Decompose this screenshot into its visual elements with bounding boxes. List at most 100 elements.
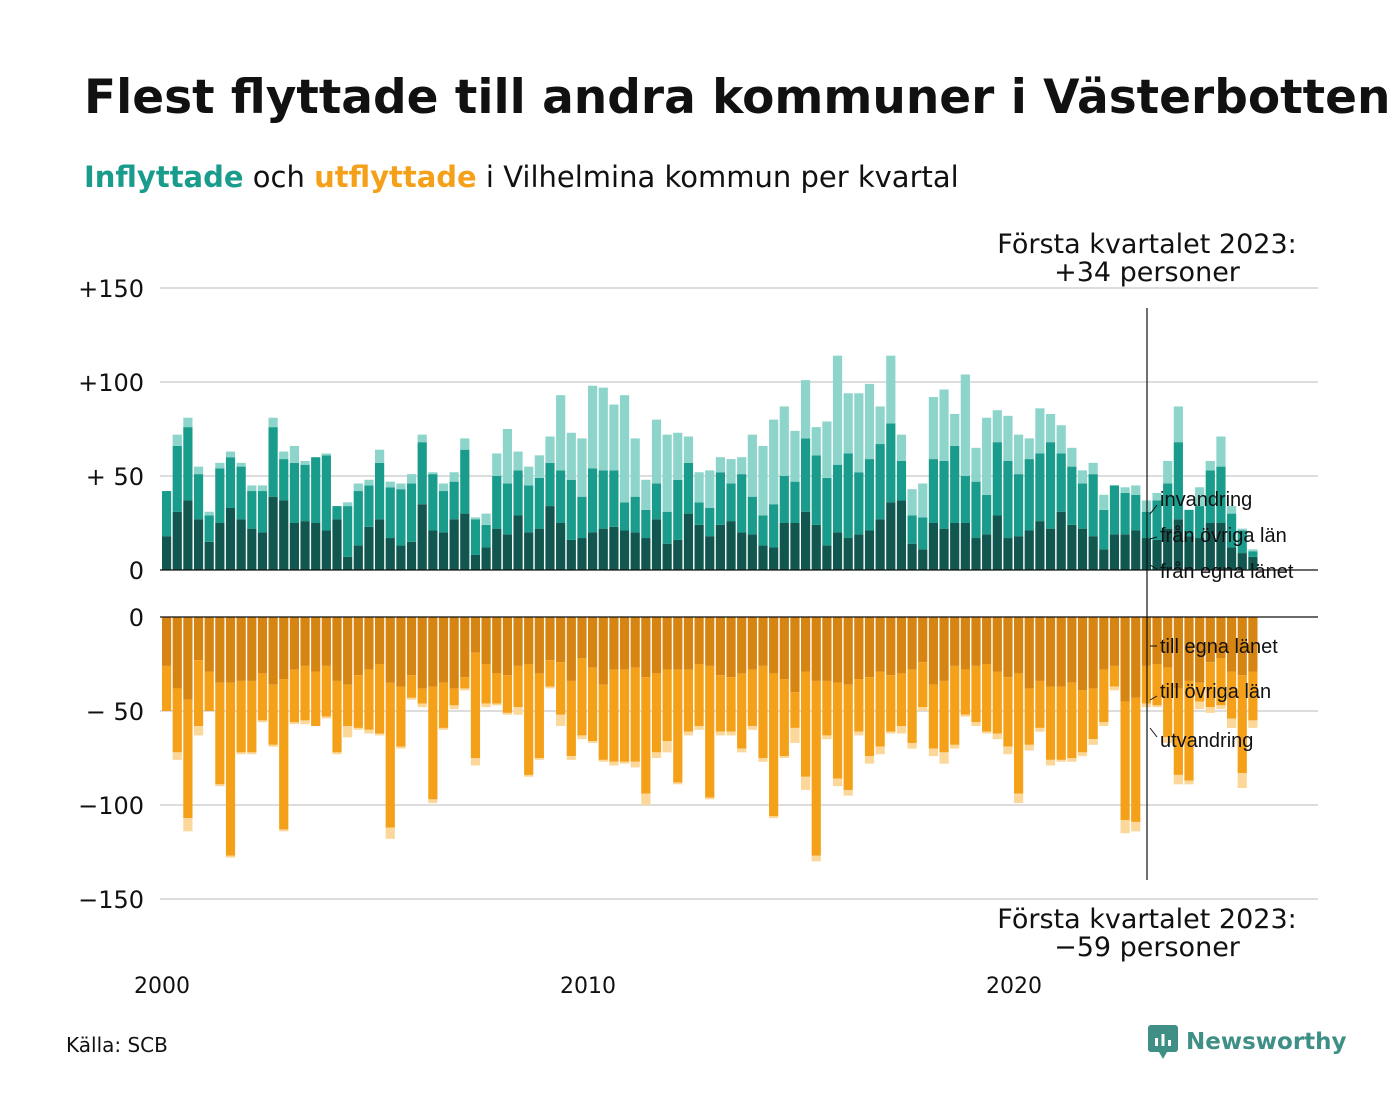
bar-fran-ovriga-lan — [875, 444, 885, 520]
label-leader — [1149, 564, 1158, 570]
bar-utvandring — [1152, 705, 1162, 708]
bar-till-ovriga-lan — [769, 673, 779, 817]
bar-invandring — [353, 483, 363, 492]
bar-utvandring — [673, 782, 683, 785]
bar-utvandring — [992, 733, 1002, 740]
x-tick-label: 2000 — [134, 974, 190, 999]
newsworthy-logo-text: Newsworthy — [1186, 1029, 1347, 1055]
bar-utvandring — [193, 726, 204, 736]
bar-till-egna-lanet — [960, 617, 970, 670]
bar-till-egna-lanet — [1173, 617, 1183, 689]
bar-till-egna-lanet — [854, 617, 864, 680]
bar-invandring — [1045, 413, 1056, 443]
bar-fran-egna-lanet — [183, 500, 193, 570]
bar-fran-egna-lanet — [332, 519, 342, 570]
subtitle-inflyttade: Inflyttade — [84, 160, 244, 194]
bar-utvandring — [343, 726, 353, 738]
bar-till-egna-lanet — [609, 617, 619, 670]
bar-fran-ovriga-lan — [364, 485, 374, 527]
bar-utvandring — [1099, 722, 1109, 727]
bar-fran-egna-lanet — [875, 519, 885, 570]
bar-utvandring — [651, 752, 662, 758]
bar-fran-egna-lanet — [982, 534, 992, 570]
bar-invandring — [1077, 470, 1088, 484]
bar-till-egna-lanet — [1024, 617, 1034, 689]
bar-till-egna-lanet — [651, 617, 662, 674]
bar-fran-ovriga-lan — [524, 485, 534, 533]
bar-invandring — [779, 406, 789, 476]
bar-utvandring — [417, 703, 427, 708]
bar-till-egna-lanet — [524, 617, 534, 664]
bar-till-ovriga-lan — [513, 665, 523, 708]
bar-invandring — [1163, 460, 1173, 484]
bar-fran-ovriga-lan — [1163, 483, 1173, 529]
bar-invandring — [406, 474, 417, 484]
bar-fran-egna-lanet — [790, 523, 800, 570]
bar-invandring — [747, 434, 757, 497]
bar-till-egna-lanet — [630, 617, 640, 668]
bar-till-ovriga-lan — [396, 686, 406, 747]
bar-fran-egna-lanet — [1205, 523, 1215, 570]
bar-fran-egna-lanet — [1163, 528, 1173, 570]
bar-till-egna-lanet — [1216, 617, 1226, 659]
bar-invandring — [1120, 487, 1130, 493]
bar-invandring — [375, 449, 385, 463]
bar-till-egna-lanet — [896, 617, 907, 674]
bar-till-ovriga-lan — [470, 652, 481, 758]
bar-fran-ovriga-lan — [950, 445, 960, 523]
bar-till-ovriga-lan — [950, 665, 960, 745]
bar-utvandring — [1109, 686, 1120, 691]
bar-fran-egna-lanet — [960, 523, 970, 570]
bar-till-egna-lanet — [353, 617, 363, 676]
bar-fran-ovriga-lan — [619, 502, 630, 531]
chart-title: Flest flyttade till andra kommuner i Väs… — [84, 70, 1391, 125]
bar-till-ovriga-lan — [875, 671, 885, 747]
bar-utvandring — [960, 714, 970, 717]
bar-till-ovriga-lan — [588, 667, 598, 742]
bar-invandring — [1131, 485, 1141, 495]
bar-till-egna-lanet — [364, 617, 374, 670]
bar-fran-egna-lanet — [630, 532, 640, 570]
bar-till-egna-lanet — [268, 617, 278, 685]
bar-till-egna-lanet — [769, 617, 779, 674]
bar-fran-ovriga-lan — [1003, 460, 1013, 539]
bar-utvandring — [406, 697, 417, 700]
bar-fran-ovriga-lan — [162, 491, 172, 537]
bar-till-ovriga-lan — [204, 671, 214, 711]
bar-utvandring — [524, 774, 534, 777]
bar-till-egna-lanet — [428, 617, 438, 687]
bar-fran-ovriga-lan — [204, 515, 214, 542]
bar-utvandring — [460, 688, 470, 691]
bar-invandring — [385, 481, 395, 488]
bar-invandring — [449, 472, 459, 482]
bar-fran-ovriga-lan — [1131, 494, 1141, 531]
bar-utvandring — [811, 855, 821, 862]
bar-invandring — [832, 355, 843, 465]
bar-fran-egna-lanet — [343, 556, 353, 570]
bar-fran-egna-lanet — [204, 541, 214, 570]
bar-invandring — [992, 410, 1002, 443]
bar-fran-egna-lanet — [1003, 538, 1013, 570]
bar-till-ovriga-lan — [886, 675, 896, 732]
bar-till-egna-lanet — [673, 617, 683, 670]
bar-invandring — [875, 406, 885, 445]
bar-utvandring — [886, 731, 896, 734]
bar-utvandring — [1056, 759, 1066, 762]
label-till-ovriga-lan: till övriga län — [1160, 681, 1271, 703]
bar-invandring — [321, 453, 331, 456]
bar-till-egna-lanet — [1237, 617, 1247, 676]
bar-till-egna-lanet — [545, 617, 555, 661]
bar-till-egna-lanet — [556, 617, 566, 663]
bar-utvandring — [1163, 737, 1173, 743]
bar-fran-ovriga-lan — [1035, 453, 1045, 522]
bar-till-egna-lanet — [449, 617, 459, 689]
bar-till-ovriga-lan — [492, 673, 502, 704]
bar-utvandring — [801, 776, 811, 790]
bar-till-egna-lanet — [843, 617, 853, 685]
bar-till-ovriga-lan — [779, 679, 789, 757]
bar-till-ovriga-lan — [566, 680, 576, 757]
bar-till-egna-lanet — [864, 617, 875, 678]
bar-fran-egna-lanet — [353, 545, 363, 570]
bar-fran-egna-lanet — [225, 507, 236, 570]
bar-fran-ovriga-lan — [1205, 470, 1215, 523]
